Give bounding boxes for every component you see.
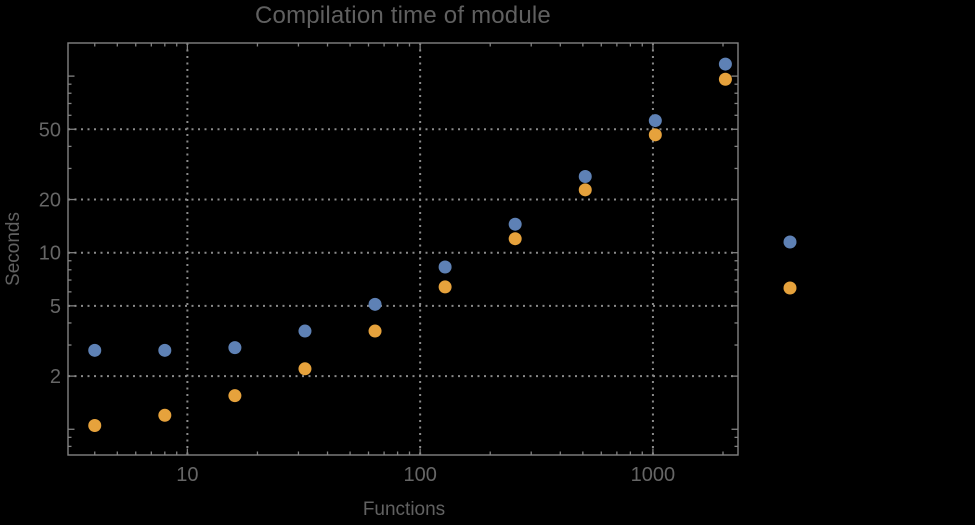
data-point-series-1 xyxy=(158,343,172,357)
data-point-series-1 xyxy=(718,57,732,71)
chart-title: Compilation time of module xyxy=(254,2,551,29)
data-point-series-2 xyxy=(508,232,522,246)
data-point-series-2 xyxy=(158,408,172,422)
plot-frame xyxy=(67,42,739,456)
data-point-series-2 xyxy=(368,324,382,338)
y-tick-label: 5 xyxy=(50,296,61,318)
y-tick-label: 10 xyxy=(39,243,61,265)
data-point-series-1 xyxy=(228,341,242,355)
data-point-series-2 xyxy=(88,419,102,433)
data-point-series-2 xyxy=(578,183,592,197)
data-point-series-2 xyxy=(718,72,732,86)
data-point-series-2 xyxy=(438,280,452,294)
data-point-series-2 xyxy=(298,362,312,376)
data-point-series-1 xyxy=(368,297,382,311)
data-point-series-1 xyxy=(508,217,522,231)
y-tick-label: 2 xyxy=(50,366,61,388)
data-point-series-1 xyxy=(648,114,662,128)
legend-marker-2 xyxy=(783,281,797,295)
data-point-series-1 xyxy=(298,324,312,338)
data-point-series-2 xyxy=(648,128,662,142)
x-tick-label: 10 xyxy=(176,464,198,486)
data-point-series-1 xyxy=(578,170,592,184)
legend-marker-1 xyxy=(783,235,797,249)
x-axis-label: Functions xyxy=(362,499,446,520)
y-tick-label: 50 xyxy=(39,119,61,141)
data-point-series-2 xyxy=(228,389,242,403)
y-tick-label: 20 xyxy=(39,190,61,212)
data-point-series-1 xyxy=(438,260,452,274)
x-tick-label: 1000 xyxy=(631,464,676,486)
data-point-series-1 xyxy=(88,343,102,357)
x-tick-label: 100 xyxy=(403,464,436,486)
